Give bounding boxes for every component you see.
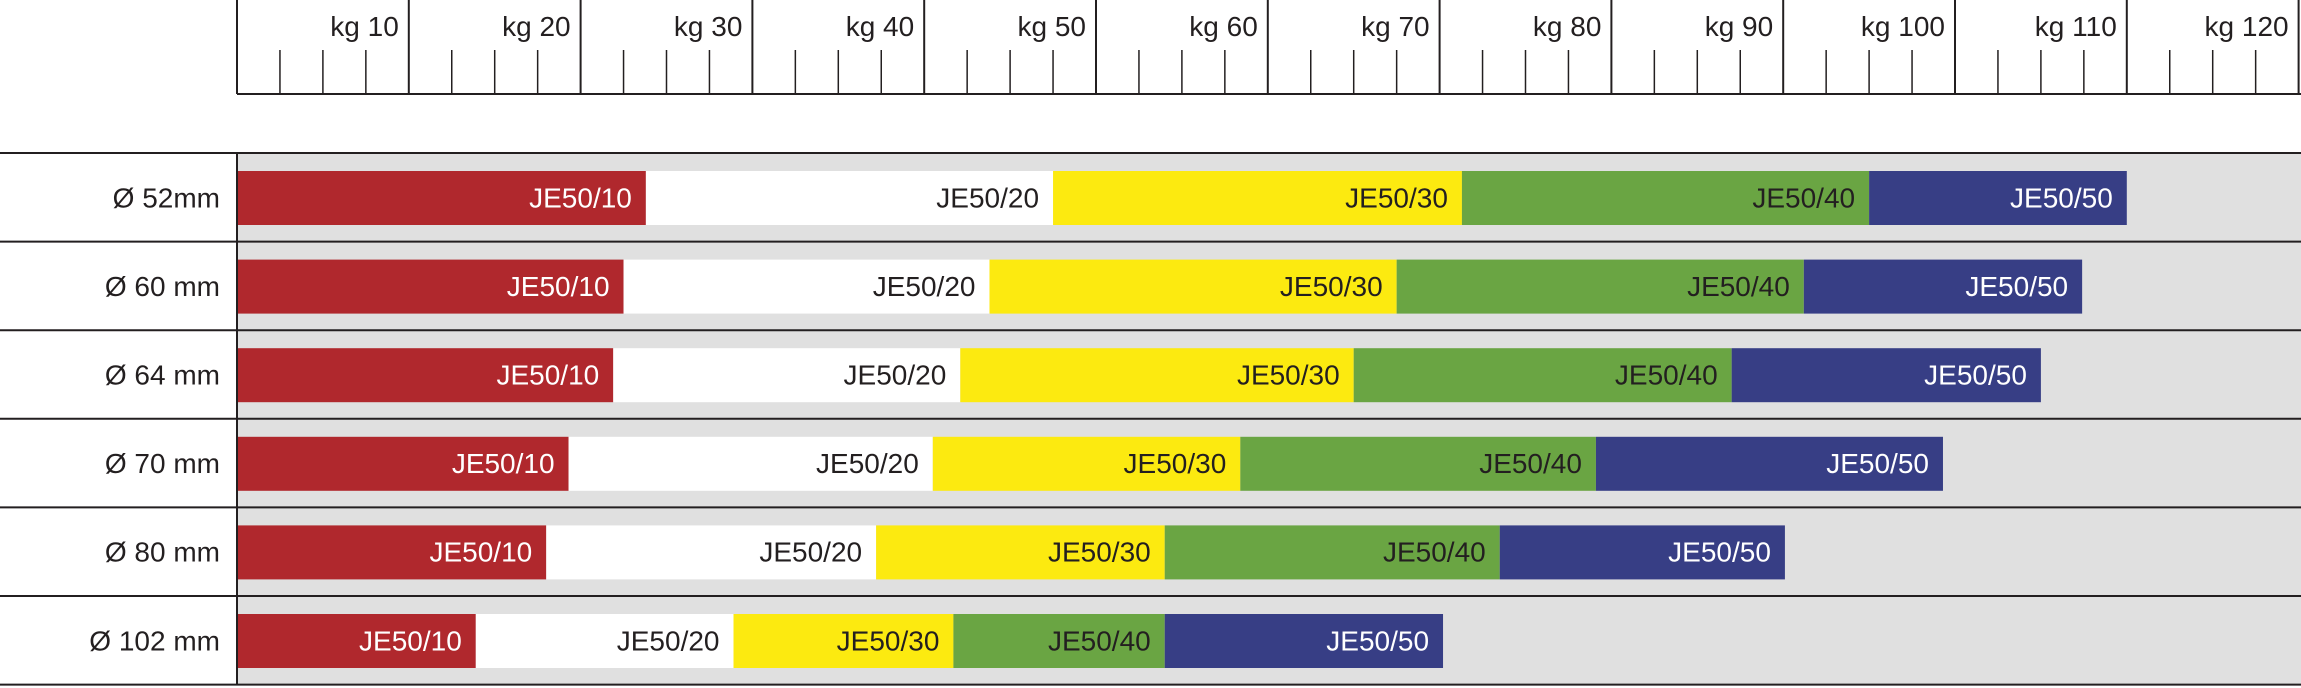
segment-label: JE50/20 [816, 448, 919, 479]
segment-label: JE50/20 [617, 625, 720, 656]
segment-label: JE50/40 [1383, 537, 1486, 568]
bar-segment [932, 436, 1241, 491]
row-label: Ø 102 mm [89, 625, 220, 656]
segment-label: JE50/10 [359, 625, 462, 656]
ruler-tick-label: kg 20 [502, 11, 571, 42]
ruler-tick-label: kg 110 [2035, 11, 2117, 42]
ruler-tick-label: kg 70 [1361, 11, 1430, 42]
bar-segment [733, 614, 954, 668]
segment-label: JE50/10 [429, 537, 532, 568]
bar-segment [568, 436, 933, 491]
plot-area: Ø 52mm JE50/10 JE50/20 JE50/30 JE50/40 JE50/5… [0, 152, 2301, 686]
row-label: Ø 80 mm [105, 537, 220, 568]
segment-label: JE50/30 [1280, 271, 1383, 302]
bar-segment [623, 259, 990, 314]
segment-label: JE50/20 [936, 182, 1039, 213]
bar-segment [475, 614, 734, 668]
segment-label: JE50/10 [529, 182, 632, 213]
bar-segment [1595, 436, 1943, 491]
ruler-tick-label: kg 40 [846, 11, 915, 42]
bar-segment [613, 348, 961, 403]
bar-segment [237, 348, 614, 403]
bar-segment [1164, 614, 1444, 668]
bar-segment [1353, 348, 1732, 403]
segment-label: JE50/40 [1687, 271, 1790, 302]
bar-segment [1461, 171, 1870, 225]
ruler-tick-label: kg 30 [674, 11, 743, 42]
bar-segment [876, 525, 1165, 580]
segment-label: JE50/20 [844, 360, 947, 391]
segment-label: JE50/30 [1237, 360, 1340, 391]
segment-label: JE50/30 [1124, 448, 1227, 479]
bar-segment [989, 259, 1397, 314]
segment-label: JE50/50 [1826, 448, 1929, 479]
segment-label: JE50/40 [1479, 448, 1582, 479]
bar-segment [237, 259, 624, 314]
segment-label: JE50/40 [1615, 360, 1718, 391]
bar-segment [237, 436, 569, 491]
bar-segment [1240, 436, 1596, 491]
ruler-tick-label: kg 80 [1533, 11, 1602, 42]
segment-label: JE50/50 [1965, 271, 2068, 302]
segment-label: JE50/10 [507, 271, 610, 302]
bar-segment [1499, 525, 1785, 580]
segment-label: JE50/30 [1048, 537, 1151, 568]
ruler-tick-label: kg 10 [330, 11, 399, 42]
bar-segment [1731, 348, 2041, 403]
segment-label: JE50/30 [1345, 182, 1448, 213]
segment-label: JE50/30 [837, 625, 940, 656]
segment-label: JE50/50 [1668, 537, 1771, 568]
row-label: Ø 60 mm [105, 271, 220, 302]
bar-segment [953, 614, 1165, 668]
bar-segment [1164, 525, 1500, 580]
bar-segment [546, 525, 877, 580]
ruler-tick-label: kg 50 [1018, 11, 1087, 42]
bar-segment [645, 171, 1054, 225]
segment-label: JE50/50 [2010, 182, 2113, 213]
ruler-tick-label: kg 60 [1189, 11, 1258, 42]
row-label: Ø 52mm [113, 182, 220, 213]
bar-segment [960, 348, 1354, 403]
ruler-tick-label: kg 120 [2205, 11, 2289, 42]
bar-segment [237, 171, 646, 225]
segment-label: JE50/20 [873, 271, 976, 302]
row-label: Ø 70 mm [105, 448, 220, 479]
segment-label: JE50/50 [1924, 360, 2027, 391]
segment-label: JE50/20 [759, 537, 862, 568]
weight-ruler: kg 10 kg 20 kg 30 kg 40 kg 50 kg 60 kg 70 kg 80… [236, 0, 2301, 95]
bar-segment [1803, 259, 2083, 314]
segment-label: JE50/40 [1048, 625, 1151, 656]
bar-segment [1396, 259, 1804, 314]
segment-label: JE50/10 [496, 360, 599, 391]
bar-segment [1869, 171, 2127, 225]
ruler-tick-label: kg 90 [1705, 11, 1774, 42]
bar-segment [237, 525, 547, 580]
row-label: Ø 64 mm [105, 360, 220, 391]
segment-label: JE50/40 [1752, 182, 1855, 213]
segment-label: JE50/10 [452, 448, 555, 479]
segment-label: JE50/50 [1326, 625, 1429, 656]
ruler-tick-label: kg 100 [1861, 11, 1945, 42]
bar-segment [237, 614, 476, 668]
bar-segment [1053, 171, 1462, 225]
